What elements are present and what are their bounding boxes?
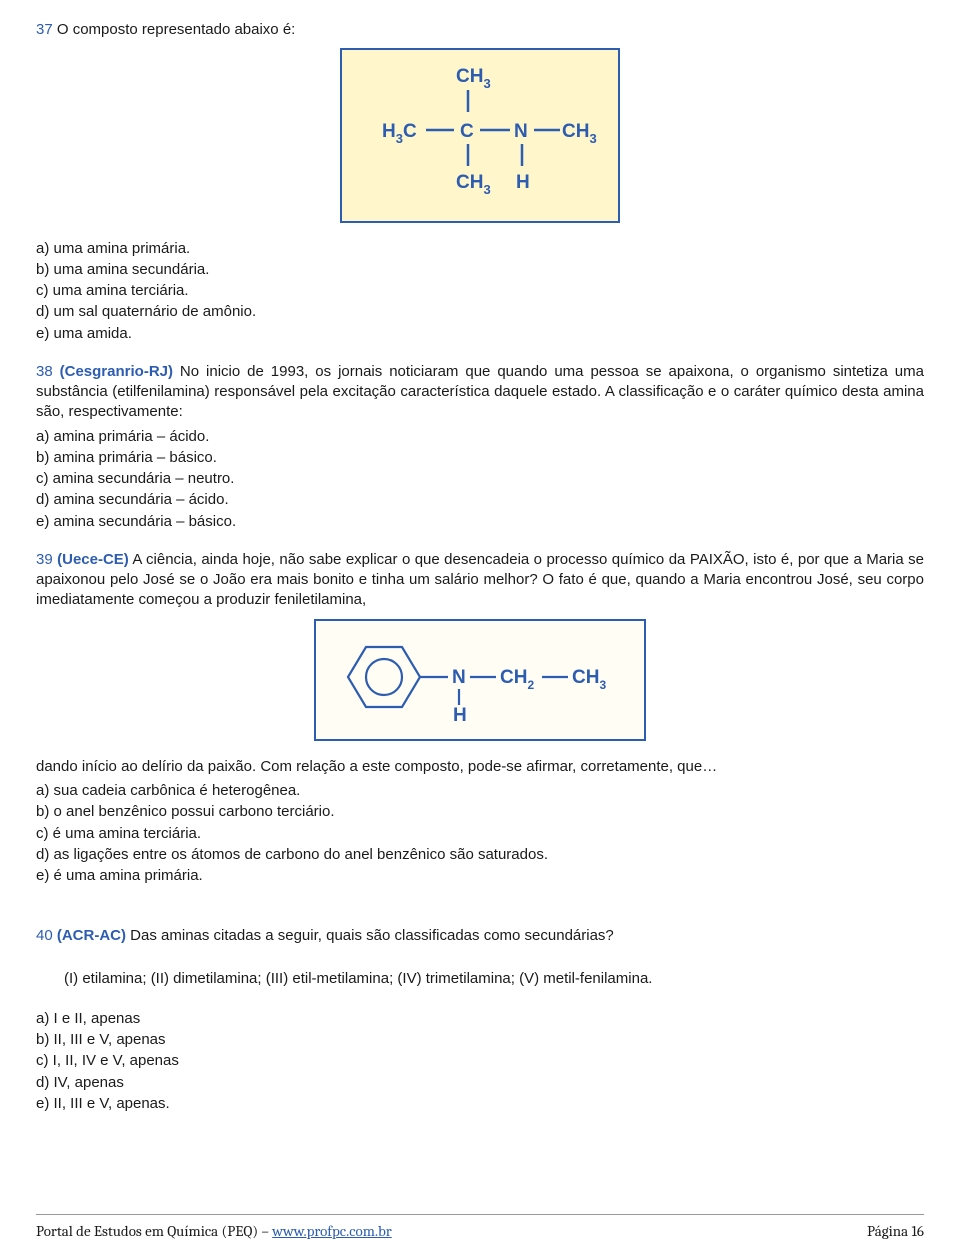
q39-stem1: 39 (Uece-CE) A ciência, ainda hoje, não … bbox=[36, 550, 924, 611]
q40-stem-text: Das aminas citadas a seguir, quais são c… bbox=[126, 927, 614, 944]
q38-opt-b: b) amina primária – básico. bbox=[36, 448, 924, 468]
q38-source: (Cesgranrio-RJ) bbox=[53, 363, 173, 380]
q39-opt-b: b) o anel benzênico possui carbono terci… bbox=[36, 802, 924, 822]
question-40: 40 (ACR-AC) Das aminas citadas a seguir,… bbox=[36, 926, 924, 1114]
question-38: 38 (Cesgranrio-RJ) No inicio de 1993, os… bbox=[36, 362, 924, 532]
q38-opt-a: a) amina primária – ácido. bbox=[36, 427, 924, 447]
svg-text:CH2: CH2 bbox=[500, 667, 534, 692]
q39-opt-a: a) sua cadeia carbônica é heterogênea. bbox=[36, 781, 924, 801]
q37-figure-wrapper: CH3 H3C C N CH3 bbox=[36, 48, 924, 222]
page-footer: Portal de Estudos em Química (PEQ) – www… bbox=[36, 1214, 924, 1241]
svg-text:CH3: CH3 bbox=[456, 172, 491, 197]
q39-chem-structure: N H CH2 CH3 bbox=[314, 619, 646, 741]
q39-opt-d: d) as ligações entre os átomos de carbon… bbox=[36, 845, 924, 865]
q38-opt-e: e) amina secundária – básico. bbox=[36, 512, 924, 532]
svg-text:H: H bbox=[453, 705, 467, 723]
q37-options: a) uma amina primária. b) uma amina secu… bbox=[36, 239, 924, 344]
footer-portal-text: Portal de Estudos em Química (PEQ) – bbox=[36, 1222, 272, 1240]
footer-link[interactable]: www.profpc.com.br bbox=[272, 1222, 392, 1240]
q37-number: 37 bbox=[36, 21, 53, 38]
question-39: 39 (Uece-CE) A ciência, ainda hoje, não … bbox=[36, 550, 924, 887]
q39-stem2: dando início ao delírio da paixão. Com r… bbox=[36, 757, 924, 777]
svg-text:CH3: CH3 bbox=[456, 66, 491, 91]
q40-list: (I) etilamina; (II) dimetilamina; (III) … bbox=[64, 969, 924, 989]
q40-number: 40 bbox=[36, 927, 53, 944]
q38-options: a) amina primária – ácido. b) amina prim… bbox=[36, 427, 924, 532]
q40-source: (ACR-AC) bbox=[53, 927, 126, 944]
q40-opt-b: b) II, III e V, apenas bbox=[36, 1030, 924, 1050]
q39-stem1-text: A ciência, ainda hoje, não sabe explicar… bbox=[36, 551, 924, 609]
q39-opt-c: c) é uma amina terciária. bbox=[36, 824, 924, 844]
q37-opt-c: c) uma amina terciária. bbox=[36, 281, 924, 301]
q37-structure-svg: CH3 H3C C N CH3 bbox=[360, 62, 600, 202]
svg-text:C: C bbox=[460, 121, 474, 142]
q40-opt-e: e) II, III e V, apenas. bbox=[36, 1094, 924, 1114]
footer-left: Portal de Estudos em Química (PEQ) – www… bbox=[36, 1221, 392, 1241]
svg-text:N: N bbox=[452, 667, 466, 688]
q40-opt-d: d) IV, apenas bbox=[36, 1073, 924, 1093]
question-37: 37 O composto representado abaixo é: CH3… bbox=[36, 20, 924, 344]
q39-options: a) sua cadeia carbônica é heterogênea. b… bbox=[36, 781, 924, 886]
q38-number: 38 bbox=[36, 363, 53, 380]
q38-stem: 38 (Cesgranrio-RJ) No inicio de 1993, os… bbox=[36, 362, 924, 423]
q39-number: 39 bbox=[36, 551, 53, 568]
svg-text:H3C: H3C bbox=[382, 121, 417, 146]
q40-opt-c: c) I, II, IV e V, apenas bbox=[36, 1051, 924, 1071]
q37-opt-e: e) uma amida. bbox=[36, 324, 924, 344]
svg-text:H: H bbox=[516, 172, 530, 193]
q37-opt-b: b) uma amina secundária. bbox=[36, 260, 924, 280]
q38-opt-d: d) amina secundária – ácido. bbox=[36, 490, 924, 510]
q40-stem: 40 (ACR-AC) Das aminas citadas a seguir,… bbox=[36, 926, 924, 946]
q37-chem-structure: CH3 H3C C N CH3 bbox=[340, 48, 620, 222]
q38-opt-c: c) amina secundária – neutro. bbox=[36, 469, 924, 489]
q37-stem: 37 O composto representado abaixo é: bbox=[36, 20, 924, 40]
svg-text:N: N bbox=[514, 121, 528, 142]
footer-page-number: Página 16 bbox=[867, 1221, 924, 1241]
q37-opt-d: d) um sal quaternário de amônio. bbox=[36, 302, 924, 322]
q39-source: (Uece-CE) bbox=[53, 551, 129, 568]
q37-opt-a: a) uma amina primária. bbox=[36, 239, 924, 259]
q39-figure-wrapper: N H CH2 CH3 bbox=[36, 619, 924, 741]
q39-structure-svg: N H CH2 CH3 bbox=[330, 631, 630, 723]
q40-opt-a: a) I e II, apenas bbox=[36, 1009, 924, 1029]
q40-options: a) I e II, apenas b) II, III e V, apenas… bbox=[36, 1009, 924, 1114]
q37-stem-text: O composto representado abaixo é: bbox=[53, 21, 296, 38]
svg-text:CH3: CH3 bbox=[562, 121, 597, 146]
q39-opt-e: e) é uma amina primária. bbox=[36, 866, 924, 886]
svg-text:CH3: CH3 bbox=[572, 667, 606, 692]
